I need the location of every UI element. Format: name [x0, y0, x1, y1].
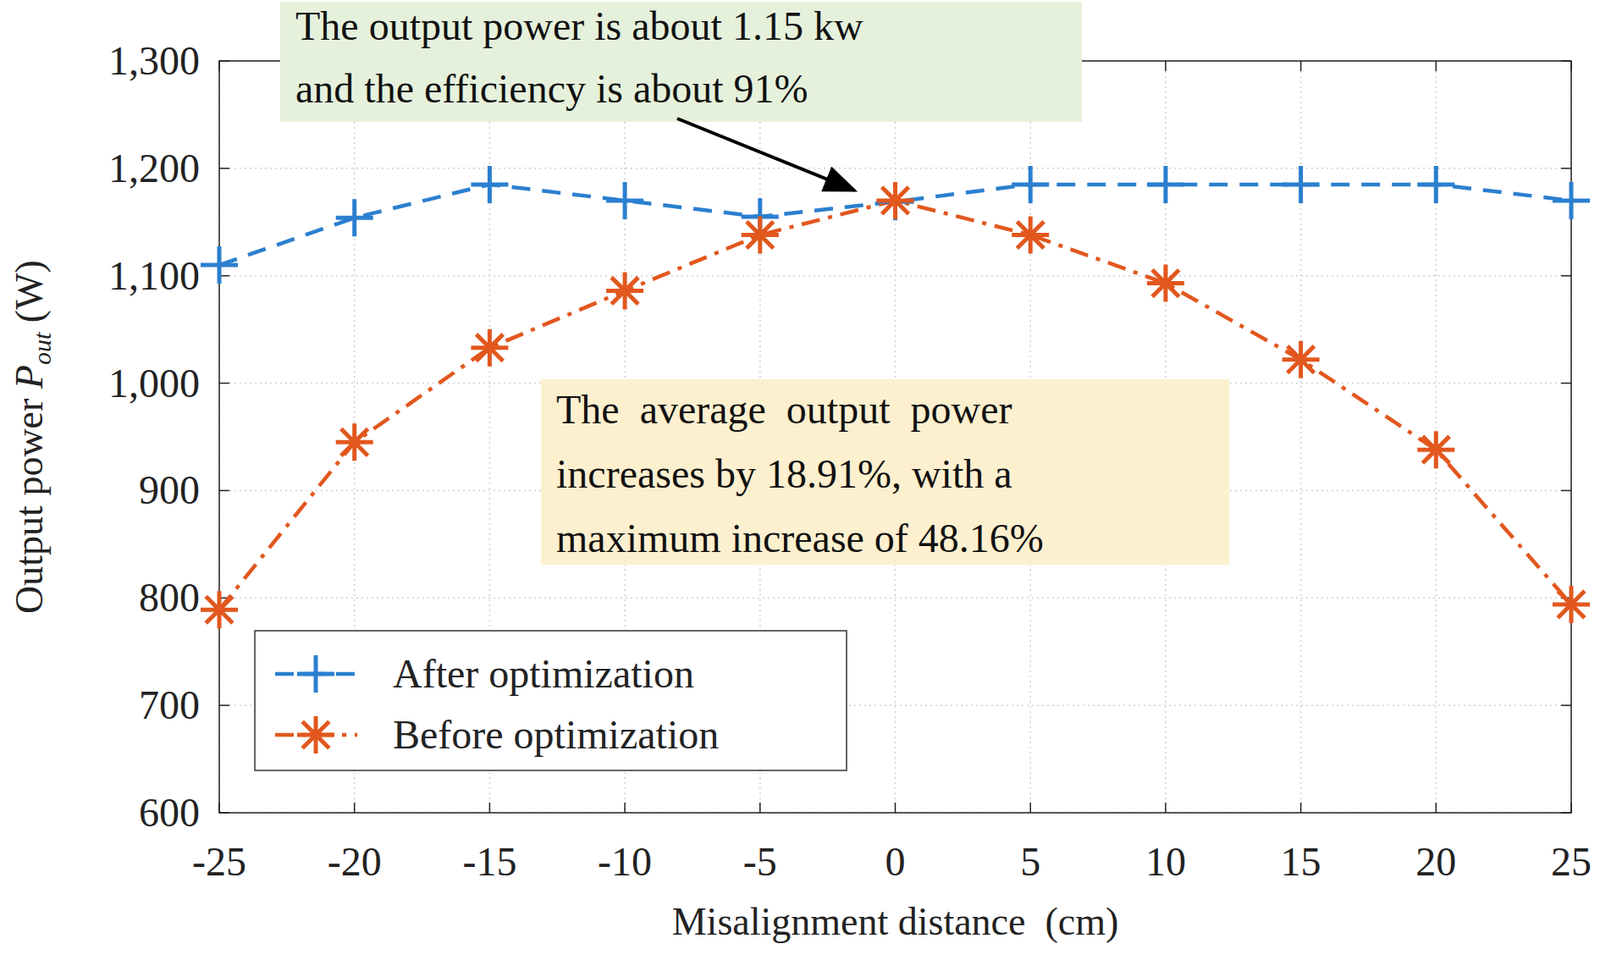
tick — [623, 802, 626, 813]
tick — [219, 60, 230, 62]
x-tick-label: -20 — [327, 838, 382, 884]
annotation-text: The output power is about 1.15 kw — [295, 3, 864, 49]
tick — [1300, 60, 1303, 72]
data-point — [1147, 264, 1185, 303]
y-tick-label: 700 — [138, 682, 200, 728]
y-tick-label: 1,000 — [108, 360, 200, 406]
tick — [353, 802, 356, 813]
tick — [1300, 802, 1303, 813]
data-point — [470, 165, 508, 204]
annotation-box — [280, 1, 1082, 122]
x-axis-label: Misalignment distance (cm) — [672, 899, 1120, 944]
legend-label: Before optimization — [392, 711, 719, 757]
series-line — [219, 200, 1572, 610]
tick — [219, 811, 230, 814]
y-label-symbol: P — [7, 364, 51, 390]
y-tick-label: 1,300 — [108, 38, 200, 83]
tick — [219, 382, 230, 385]
y-label-unit: (W) — [7, 259, 51, 333]
grid-line — [219, 275, 1572, 277]
tick — [218, 802, 221, 813]
tick — [1164, 802, 1167, 813]
tick — [219, 167, 230, 170]
x-tick-label: 15 — [1280, 838, 1322, 884]
data-point — [1011, 216, 1049, 254]
data-point — [877, 182, 915, 220]
y-label-text: Output power — [7, 388, 51, 614]
tick — [1561, 704, 1572, 707]
data-point — [200, 590, 238, 629]
x-tick-label: 0 — [885, 838, 906, 884]
data-point — [1147, 165, 1185, 204]
tick — [894, 802, 897, 813]
tick — [1435, 802, 1438, 813]
x-tick-label: -5 — [743, 838, 778, 884]
tick — [1164, 60, 1167, 72]
tick — [1570, 802, 1573, 813]
grid-line — [219, 597, 1572, 600]
tick — [1561, 382, 1572, 385]
data-point — [1552, 585, 1590, 624]
y-axis-label: Output power Pout (W) — [7, 259, 56, 614]
y-tick-label: 900 — [138, 467, 200, 513]
x-tick-label: 5 — [1020, 838, 1041, 884]
x-tick-label: 10 — [1145, 838, 1187, 884]
tick — [1435, 60, 1438, 72]
tick — [218, 60, 221, 72]
y-tick-label: 1,200 — [108, 145, 200, 191]
data-point — [1282, 165, 1320, 204]
background — [0, 0, 1600, 966]
annotation-text: increases by 18.91%, with a — [556, 451, 1013, 497]
x-tick-label: 20 — [1415, 838, 1457, 884]
data-point — [606, 271, 644, 309]
data-point — [1417, 430, 1455, 469]
y-tick-label: 800 — [138, 574, 200, 620]
data-point — [200, 246, 238, 284]
legend: After optimization Before optimization — [254, 630, 847, 771]
annotation-text: maximum increase of 48.16% — [556, 515, 1044, 561]
data-point — [1282, 341, 1320, 379]
data-point — [606, 182, 644, 220]
data-point — [741, 216, 779, 254]
tick — [1570, 60, 1573, 72]
y-tick-label: 1,100 — [108, 253, 200, 298]
plot-frame — [219, 60, 1572, 813]
x-tick-label: -15 — [462, 838, 517, 884]
data-point — [336, 198, 374, 237]
x-tick-label: -10 — [597, 838, 652, 884]
data-point — [1011, 165, 1049, 204]
annotation-box — [540, 379, 1230, 565]
annotation-text: The average output power — [556, 386, 1012, 432]
markers — [200, 165, 1590, 629]
annotation-arrow — [677, 118, 856, 191]
tick — [1561, 811, 1572, 814]
tick — [219, 490, 230, 492]
y-label-subscript: out — [27, 331, 56, 365]
tick — [1029, 802, 1032, 813]
lines — [219, 184, 1572, 610]
tick — [219, 704, 230, 707]
chart: -25 -20 -15 -10 -5 0 5 10 15 20 25 600 700 800 900 1,00… — [0, 0, 1600, 966]
legend-marker — [297, 716, 335, 754]
x-tick-label: -25 — [192, 838, 247, 884]
legend-label: After optimization — [392, 651, 695, 696]
data-point — [1417, 165, 1455, 204]
tick — [1561, 275, 1572, 277]
tick — [489, 802, 492, 813]
data-point — [470, 329, 508, 367]
tick — [759, 802, 762, 813]
x-tick-label: 25 — [1550, 838, 1592, 884]
data-point — [336, 423, 374, 461]
legend-marker — [297, 655, 335, 693]
tick — [1561, 167, 1572, 170]
tick — [1561, 60, 1572, 62]
data-point — [1552, 182, 1590, 220]
annotation-text: and the efficiency is about 91% — [295, 66, 809, 111]
y-tick-label: 600 — [138, 789, 200, 835]
grid-line — [219, 167, 1572, 170]
legend-box — [254, 630, 847, 771]
tick — [1561, 490, 1572, 492]
